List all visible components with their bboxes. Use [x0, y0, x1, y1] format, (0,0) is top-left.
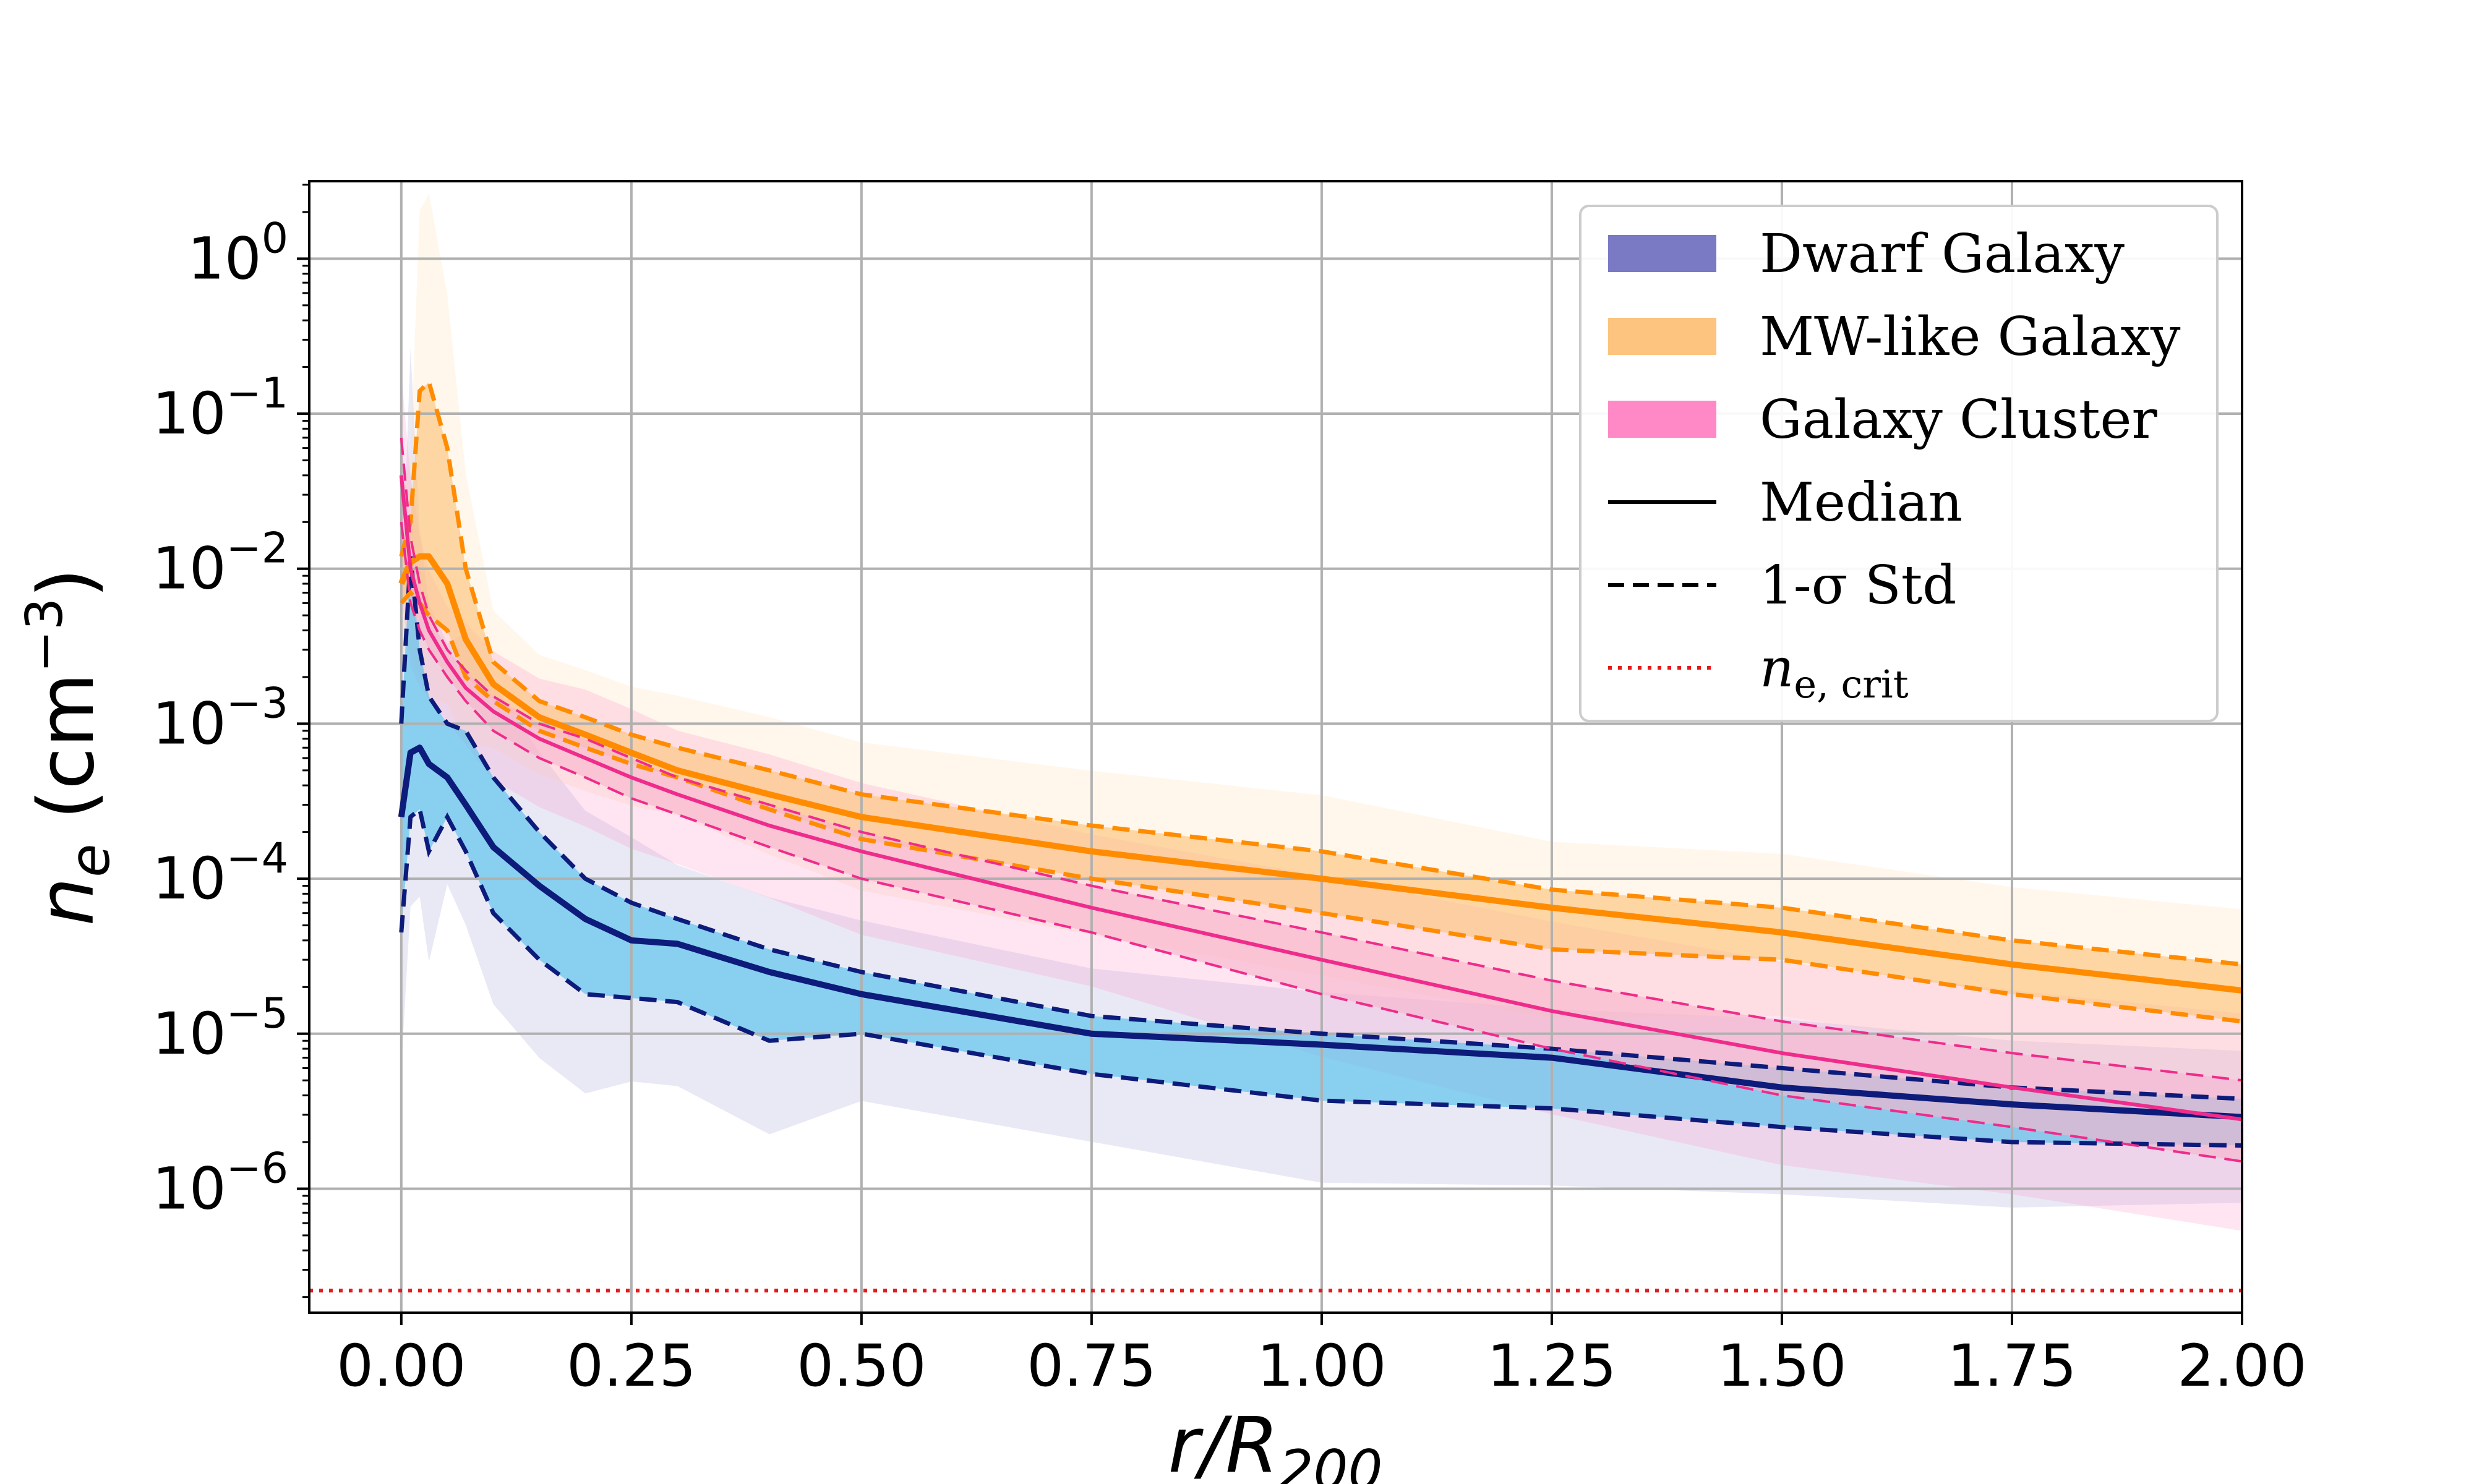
legend-label-mw-like-galaxy: MW-like Galaxy: [1760, 306, 2181, 368]
x-tick-label: 1.50: [1717, 1333, 1846, 1400]
legend: Dwarf Galaxy MW-like Galaxy Galaxy Cluster…: [1579, 205, 2219, 722]
y-tick-label: 10−2: [152, 524, 288, 603]
galaxy-cluster-upper-std-line: [400, 437, 2242, 1082]
x-tick-label: 1.00: [1257, 1333, 1386, 1400]
galaxy-cluster-scatter-band: [401, 437, 2242, 1162]
galaxy-cluster-lower-std-line: [400, 521, 2242, 1163]
legend-swatch-dwarf-galaxy: [1608, 235, 1716, 272]
mw-like-galaxy-median-line: [398, 553, 2242, 994]
galaxy-cluster-median-line: [399, 475, 2242, 1122]
x-tick-label: 0.00: [336, 1333, 466, 1400]
dwarf-galaxy-upper-std-line: [399, 556, 2242, 1101]
x-tick-label: 0.50: [797, 1333, 926, 1400]
x-tick-label: 2.00: [2177, 1333, 2306, 1400]
legend-frame: [1579, 205, 2219, 722]
legend-swatch-galaxy-cluster: [1608, 401, 1716, 438]
mw-like-galaxy-lower-std-line: [400, 589, 2242, 1024]
mw-like-galaxy-upper-std-line: [399, 378, 2242, 967]
dwarf-galaxy-lower-std-line: [399, 805, 2242, 1148]
legend-label-ne-crit: ne, crit: [1760, 638, 1909, 707]
dwarf-galaxy-median-line: [398, 744, 2242, 1120]
y-tick-label: 10−3: [152, 679, 288, 757]
x-tick-label: 0.25: [567, 1333, 696, 1400]
x-tick-label: 0.75: [1027, 1333, 1156, 1400]
x-axis-label: r/R200: [1168, 1401, 1383, 1484]
legend-label-median: Median: [1760, 472, 1963, 534]
y-axis-label: ne (cm−3): [15, 568, 122, 926]
y-tick-label: 10−1: [152, 369, 288, 448]
legend-label-galaxy-cluster: Galaxy Cluster: [1760, 389, 2157, 451]
y-tick-label: 100: [187, 214, 288, 292]
y-tick-label: 10−4: [152, 834, 288, 913]
legend-swatch-mw-like-galaxy: [1608, 318, 1716, 355]
x-tick-label: 1.75: [1947, 1333, 2076, 1400]
y-tick-label: 10−6: [152, 1144, 288, 1222]
y-tick-label: 10−5: [152, 989, 288, 1068]
x-axis-ticks: 0.00 0.25 0.50 0.75 1.00 1.25 1.50 1.75 2.00: [336, 1313, 2307, 1400]
legend-label-dwarf-galaxy: Dwarf Galaxy: [1760, 223, 2125, 285]
x-tick-label: 1.25: [1487, 1333, 1616, 1400]
y-axis-ticks: 100 10−1 10−2 10−3 10−4 10−5 10−6: [152, 184, 309, 1298]
legend-label-1-std: 1-σ Std: [1760, 555, 1956, 616]
series-lines: [398, 378, 2242, 1163]
